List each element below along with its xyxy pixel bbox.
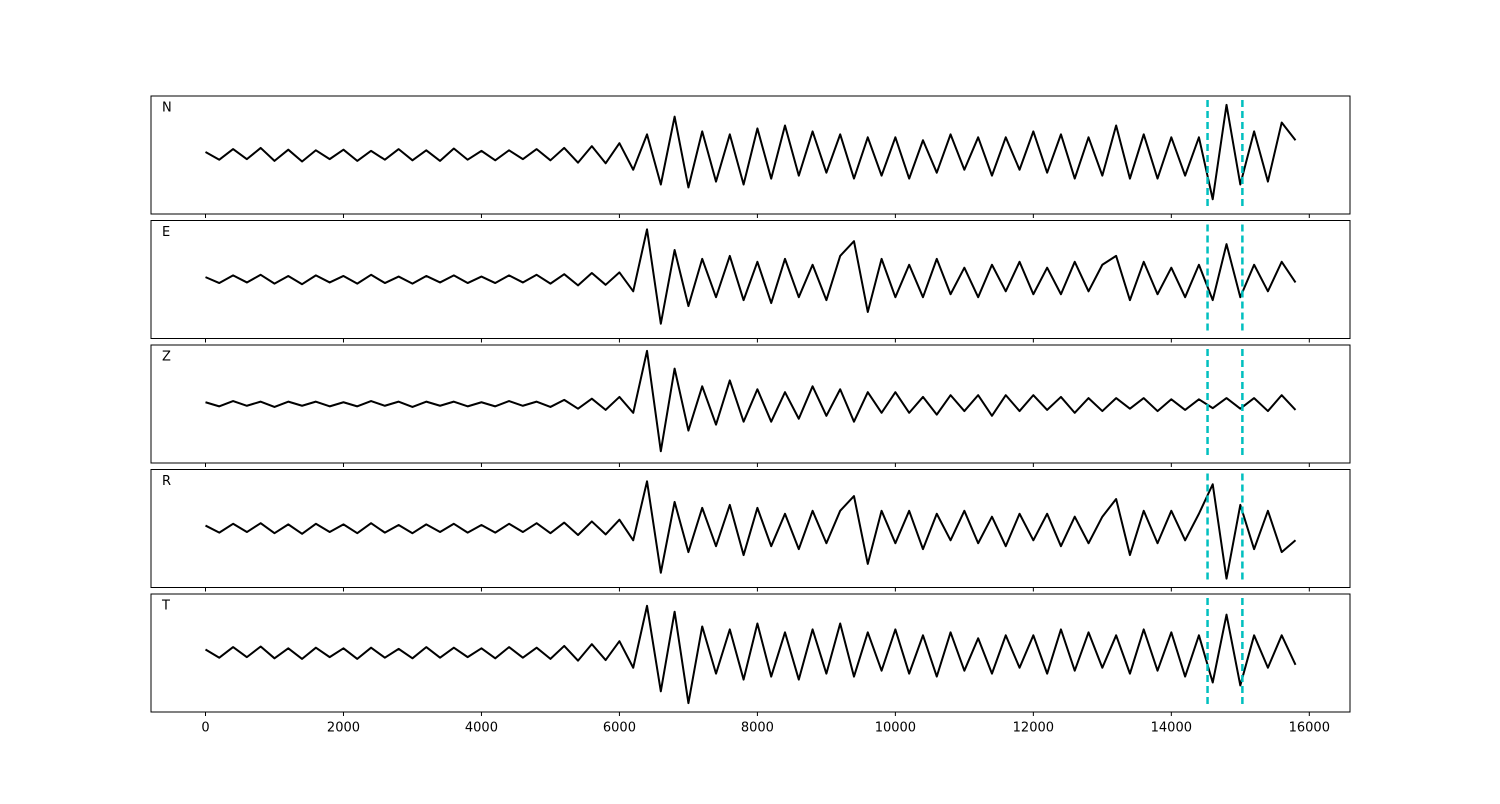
- panel-frame: [150, 344, 1351, 464]
- panel-label: N: [162, 101, 172, 116]
- panel-frame: [150, 95, 1351, 215]
- trace: [205, 349, 1297, 453]
- x-tick-label: 12000: [1013, 721, 1054, 736]
- x-tick-label: 14000: [1151, 721, 1192, 736]
- trace: [205, 228, 1297, 325]
- panel-label: E: [162, 225, 170, 240]
- panel-frame: [150, 469, 1351, 588]
- panel-frame: [150, 220, 1351, 339]
- trace: [205, 480, 1297, 580]
- x-tick-label: 16000: [1289, 721, 1330, 736]
- x-tick-label: 4000: [465, 721, 498, 736]
- panel-frame: [150, 593, 1351, 713]
- panel-label: T: [161, 599, 170, 614]
- panel-label: Z: [162, 350, 171, 365]
- trace: [204, 604, 1297, 705]
- x-tick-label: 10000: [875, 721, 916, 736]
- panel-label: R: [162, 474, 171, 489]
- x-tick-label: 8000: [741, 721, 774, 736]
- x-tick-label: 0: [201, 721, 209, 736]
- trace: [205, 103, 1297, 201]
- x-tick-label: 6000: [603, 721, 636, 736]
- x-tick-label: 2000: [327, 721, 360, 736]
